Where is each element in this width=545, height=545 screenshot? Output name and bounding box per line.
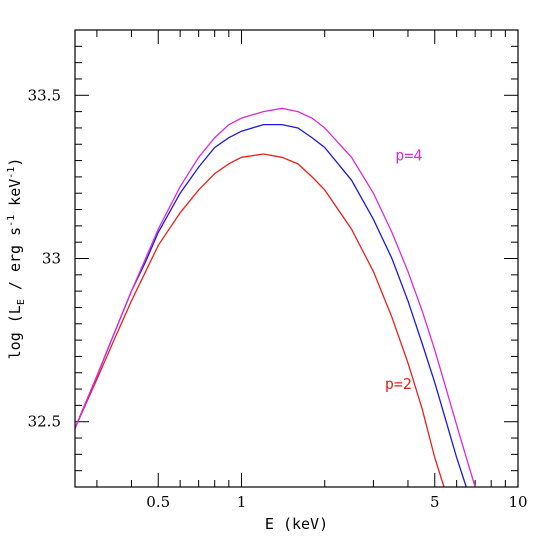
x-tick-label: 0.5	[146, 493, 170, 511]
series-lines	[74, 107, 476, 488]
series-line-1	[74, 124, 467, 488]
y-axis-label: log (LE / erg s-1 keV-1)	[6, 158, 27, 360]
y-axis-label-sub: E	[16, 299, 27, 305]
y-tick-label: 33	[42, 250, 61, 268]
y-axis-label-middle2: keV	[6, 179, 24, 215]
series-line-0	[74, 153, 445, 488]
y-axis-label-middle: / erg s	[6, 227, 24, 299]
series-line-2	[74, 107, 476, 488]
y-tick-label: 32.5	[28, 413, 61, 431]
y-axis-label-sup2: -1	[6, 167, 17, 179]
y-axis-label-suffix: )	[6, 158, 24, 167]
plot-frame	[74, 29, 519, 488]
y-tick-label: 33.5	[28, 86, 61, 104]
x-tick-label: 10	[508, 493, 527, 511]
series-label-2: p=4	[395, 147, 422, 165]
y-axis-label-prefix: log (L	[6, 305, 24, 359]
y-axis-label-sup1: -1	[6, 215, 17, 227]
x-tick-label: 5	[430, 493, 440, 511]
tick-labels: 0.5 1 5 10 32.5 33 33.5	[28, 86, 528, 511]
series-annotations: p=2 p=4	[385, 147, 423, 394]
x-axis-label: E (keV)	[265, 515, 328, 533]
series-label-0: p=2	[385, 375, 412, 393]
axis-ticks	[75, 29, 519, 488]
x-tick-label: 1	[237, 493, 247, 511]
